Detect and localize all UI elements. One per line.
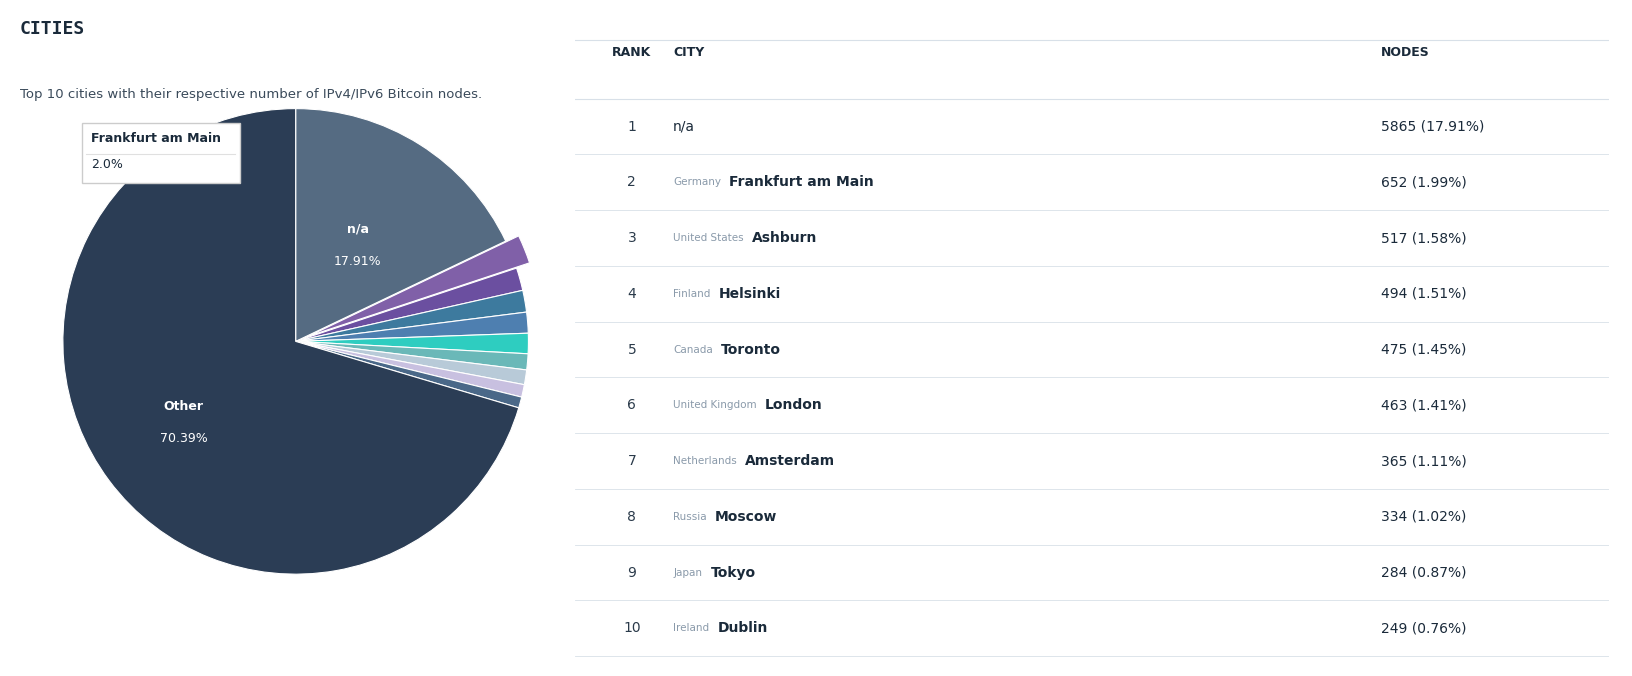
Text: NODES: NODES	[1381, 47, 1430, 59]
Text: 9: 9	[627, 566, 636, 579]
Text: 517 (1.58%): 517 (1.58%)	[1381, 231, 1466, 245]
Text: 334 (1.02%): 334 (1.02%)	[1381, 510, 1466, 524]
Text: 463 (1.41%): 463 (1.41%)	[1381, 398, 1466, 412]
Wedge shape	[295, 341, 524, 397]
Wedge shape	[295, 341, 527, 385]
Text: 5: 5	[627, 343, 636, 356]
Text: 7: 7	[627, 454, 636, 468]
Text: 494 (1.51%): 494 (1.51%)	[1381, 287, 1466, 301]
Text: 1: 1	[627, 120, 636, 134]
Text: 249 (0.76%): 249 (0.76%)	[1381, 621, 1466, 635]
Text: Netherlands: Netherlands	[672, 456, 736, 466]
Text: United States: United States	[672, 233, 743, 243]
Text: Russia: Russia	[672, 512, 707, 522]
Wedge shape	[308, 236, 529, 336]
Text: Amsterdam: Amsterdam	[744, 454, 836, 468]
Wedge shape	[295, 341, 521, 408]
Text: 4: 4	[627, 287, 636, 301]
Text: 475 (1.45%): 475 (1.45%)	[1381, 343, 1466, 356]
Text: Top 10 cities with their respective number of IPv4/IPv6 Bitcoin nodes.: Top 10 cities with their respective numb…	[20, 88, 481, 101]
Wedge shape	[295, 341, 527, 370]
Text: n/a: n/a	[346, 222, 369, 235]
Text: Frankfurt am Main: Frankfurt am Main	[91, 132, 220, 145]
Text: Ashburn: Ashburn	[752, 231, 818, 245]
Text: 365 (1.11%): 365 (1.11%)	[1381, 454, 1466, 468]
Text: Toronto: Toronto	[721, 343, 780, 356]
Text: 8: 8	[627, 510, 636, 524]
Wedge shape	[295, 109, 506, 341]
Wedge shape	[295, 312, 529, 341]
Wedge shape	[295, 268, 522, 341]
Text: CITIES: CITIES	[20, 20, 85, 39]
Text: United Kingdom: United Kingdom	[672, 400, 756, 410]
Text: RANK: RANK	[612, 47, 651, 59]
Text: Japan: Japan	[672, 568, 702, 577]
Text: Dublin: Dublin	[716, 621, 767, 635]
Text: 17.91%: 17.91%	[333, 255, 382, 268]
Text: n/a: n/a	[672, 120, 695, 134]
Text: Frankfurt am Main: Frankfurt am Main	[730, 175, 873, 189]
Text: 3: 3	[627, 231, 636, 245]
Text: 284 (0.87%): 284 (0.87%)	[1381, 566, 1466, 579]
Text: Other: Other	[163, 400, 204, 413]
Text: 652 (1.99%): 652 (1.99%)	[1381, 175, 1466, 189]
Text: Ireland: Ireland	[672, 623, 708, 633]
Text: Canada: Canada	[672, 345, 713, 355]
Text: 5865 (17.91%): 5865 (17.91%)	[1381, 120, 1483, 134]
Text: Germany: Germany	[672, 177, 721, 187]
Text: 10: 10	[623, 621, 640, 635]
Text: Tokyo: Tokyo	[710, 566, 756, 579]
Wedge shape	[295, 333, 529, 354]
Text: Helsinki: Helsinki	[718, 287, 780, 301]
Text: CITY: CITY	[672, 47, 703, 59]
Text: 2.0%: 2.0%	[91, 158, 122, 172]
Text: 2: 2	[627, 175, 636, 189]
Text: 6: 6	[627, 398, 636, 412]
FancyBboxPatch shape	[82, 122, 240, 183]
Text: Finland: Finland	[672, 289, 710, 299]
Text: London: London	[765, 398, 823, 412]
Wedge shape	[295, 290, 526, 341]
Wedge shape	[64, 109, 519, 574]
Text: 70.39%: 70.39%	[160, 433, 207, 445]
Text: Moscow: Moscow	[715, 510, 777, 524]
